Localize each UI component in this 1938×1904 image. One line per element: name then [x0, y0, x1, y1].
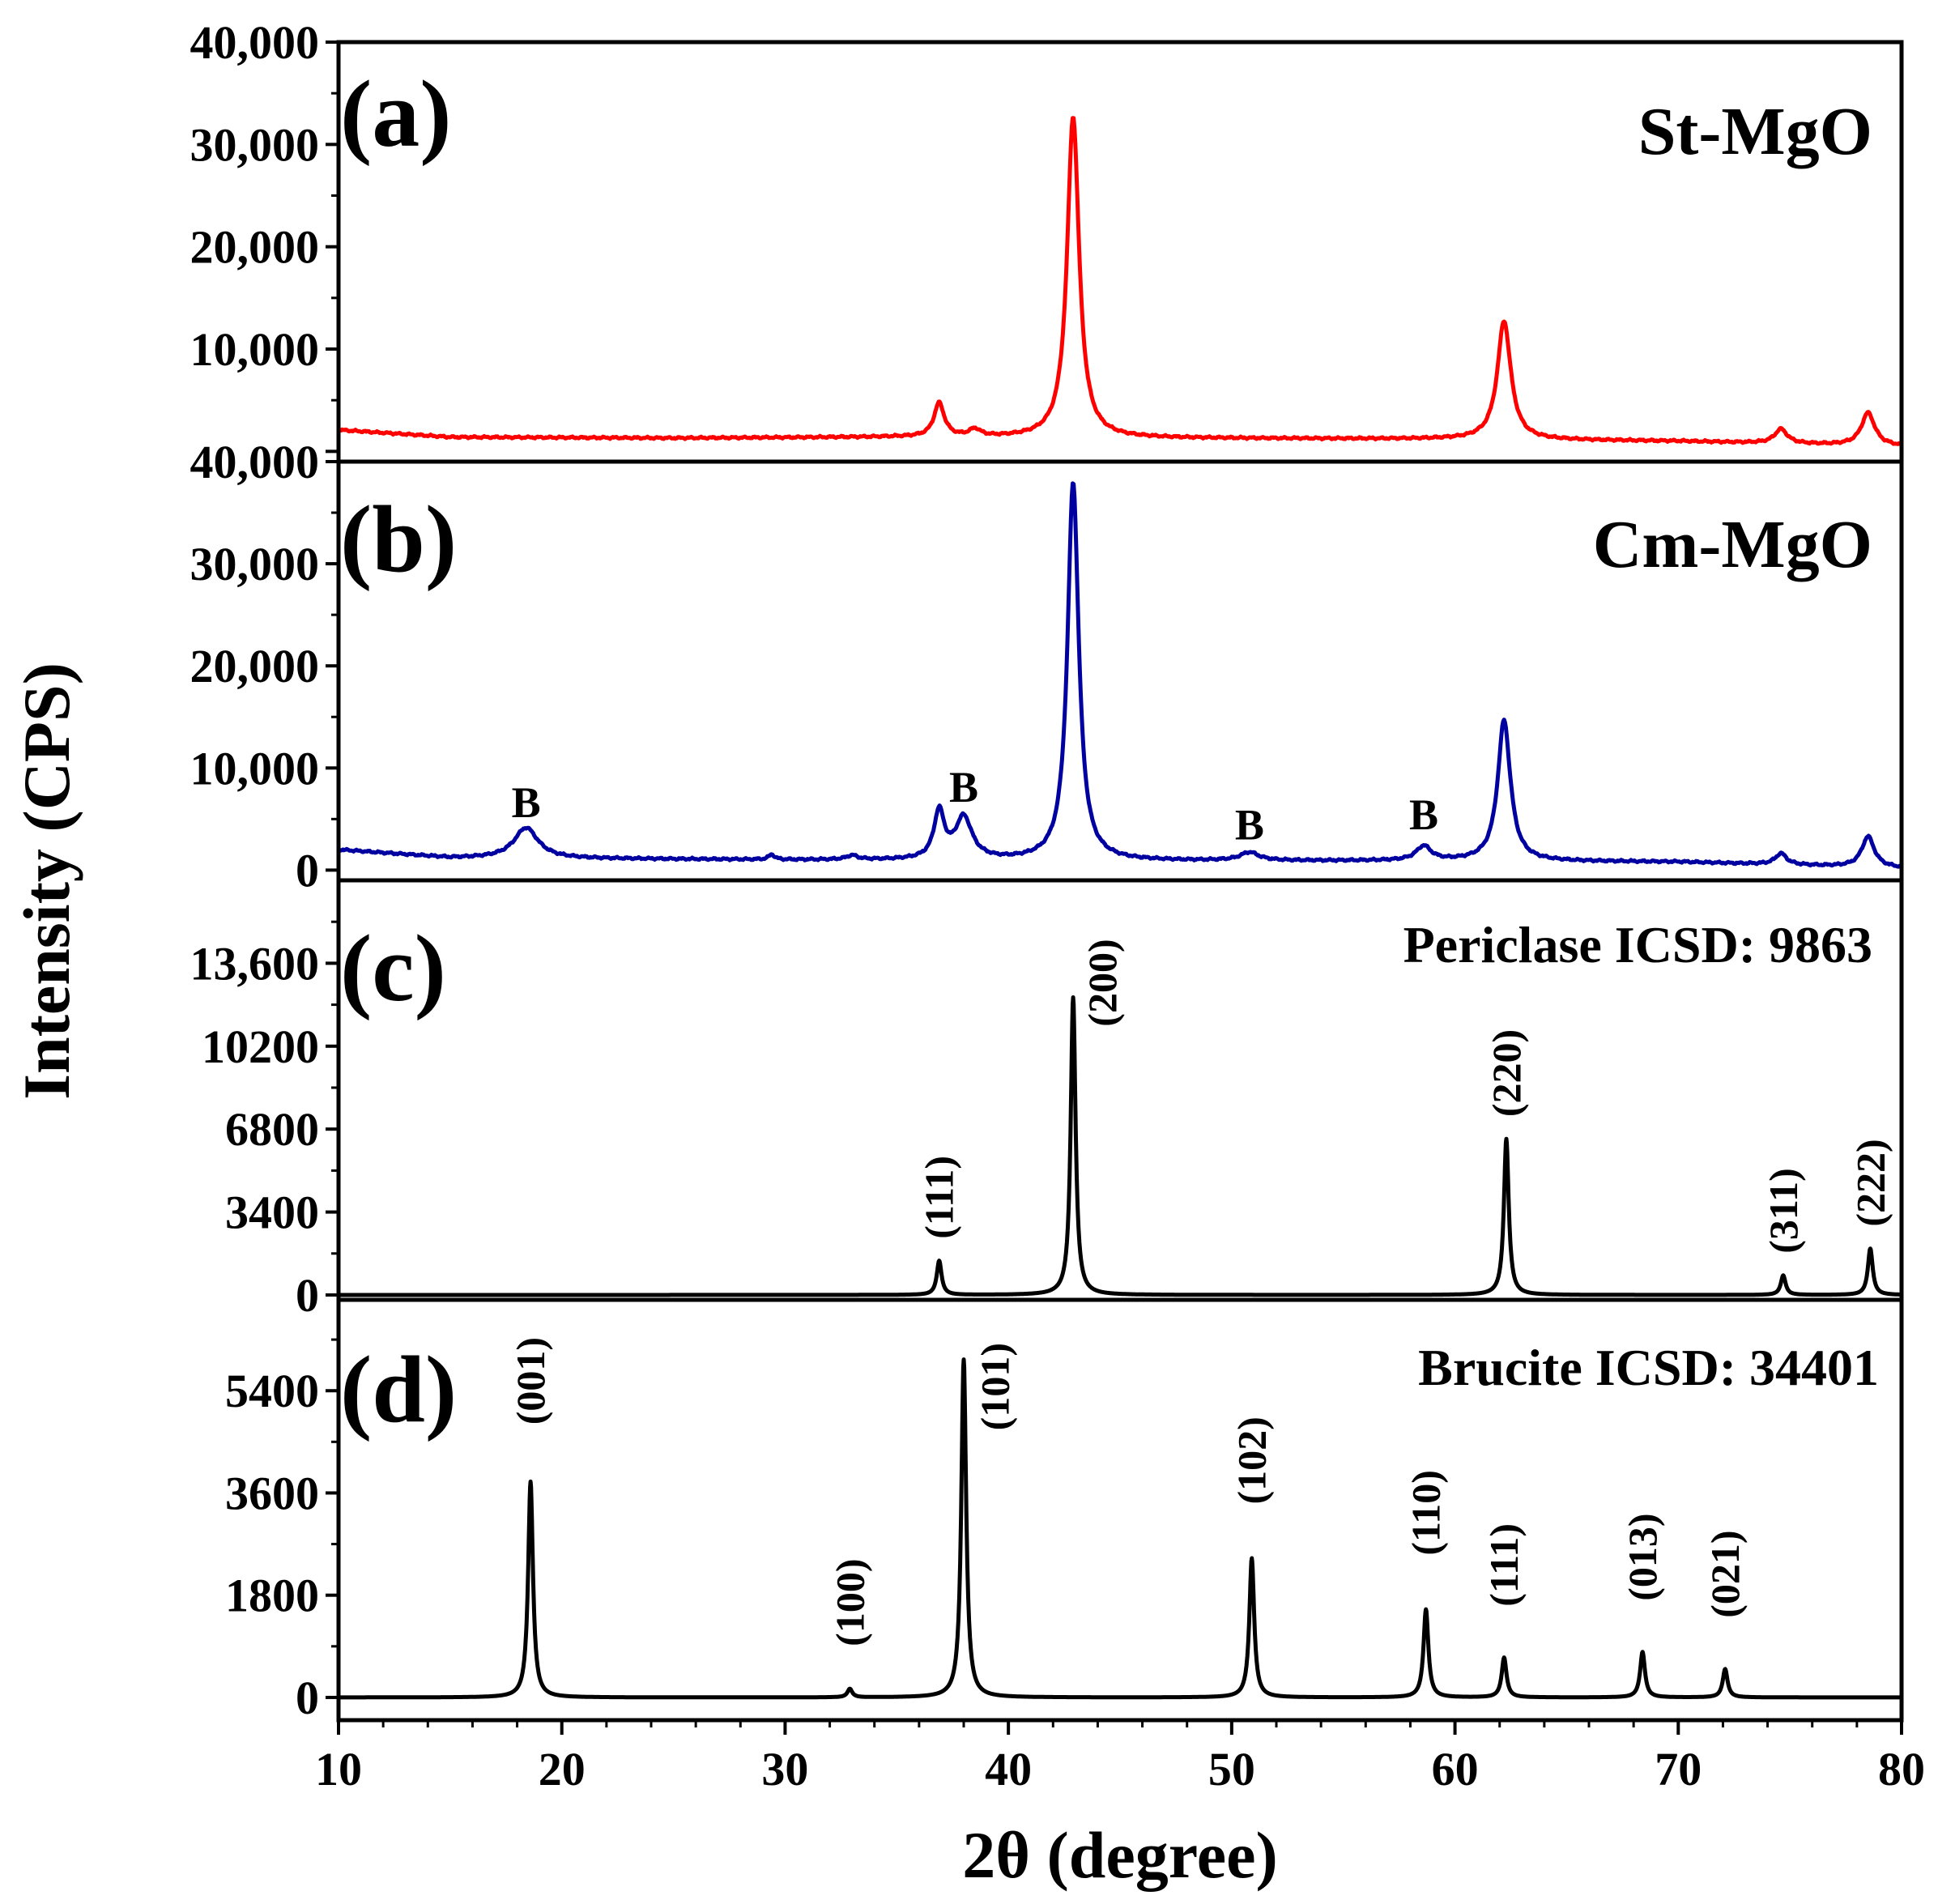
- panel-title-d: Brucite ICSD: 34401: [1418, 1339, 1879, 1396]
- y-tick-label-d-2: 3600: [225, 1467, 319, 1519]
- peak-label-c-0: (111): [917, 1156, 962, 1239]
- peak-label-c-2: (220): [1484, 1029, 1529, 1117]
- peak-label-d-5: (111): [1481, 1523, 1527, 1607]
- x-tick-label-4: 50: [1208, 1743, 1255, 1795]
- peak-label-c-3: (311): [1761, 1168, 1806, 1254]
- panel-label-c: (c): [340, 915, 446, 1021]
- peak-label-d-6: (013): [1620, 1513, 1665, 1600]
- peak-label-c-1: (200): [1080, 939, 1125, 1026]
- x-tick-label-3: 40: [985, 1743, 1032, 1795]
- panel-d: [326, 1338, 1903, 1700]
- panel-b: [326, 460, 1903, 872]
- x-tick-label-2: 30: [761, 1743, 808, 1795]
- x-tick-label-5: 60: [1432, 1743, 1479, 1795]
- series-line-c: [337, 995, 1903, 1297]
- peak-label-d-3: (102): [1229, 1416, 1275, 1504]
- peak-label-d-7: (021): [1702, 1530, 1748, 1617]
- peak-label-d-0: (001): [508, 1337, 553, 1425]
- peak-label-d-2: (101): [973, 1343, 1018, 1430]
- y-tick-label-b-1: 10,000: [190, 742, 320, 794]
- series-line-a: [337, 116, 1904, 446]
- peak-label-c-4: (222): [1847, 1139, 1893, 1226]
- y-tick-label-b-2: 20,000: [190, 640, 320, 692]
- panel-label-d: (d): [340, 1336, 457, 1442]
- panel-title-a: St-MgO: [1638, 94, 1872, 169]
- y-tick-label-a-1: 10,000: [190, 323, 320, 376]
- peak-marker-b-1: B: [949, 763, 978, 811]
- y-tick-label-c-1: 3400: [225, 1186, 319, 1239]
- series-line-b: [337, 481, 1903, 869]
- x-tick-label-1: 20: [539, 1743, 586, 1795]
- peak-marker-b-2: B: [1235, 801, 1264, 850]
- y-tick-label-c-3: 10200: [202, 1020, 319, 1073]
- y-tick-label-c-0: 0: [296, 1269, 319, 1322]
- y-tick-label-a-4: 40,000: [190, 16, 320, 69]
- y-tick-label-a-3: 30,000: [190, 118, 320, 171]
- y-axis-title: Intensity (CPS): [10, 662, 83, 1100]
- peak-label-d-1: (100): [827, 1559, 872, 1646]
- panel-title-c: Periclase ICSD: 9863: [1403, 916, 1872, 973]
- x-axis-title: 2θ (degree): [962, 1818, 1278, 1892]
- x-tick-label-7: 80: [1878, 1743, 1925, 1795]
- y-tick-label-a-2: 20,000: [190, 221, 320, 274]
- y-tick-label-d-1: 1800: [225, 1570, 319, 1622]
- y-tick-label-d-3: 5400: [225, 1365, 319, 1417]
- x-tick-label-6: 70: [1655, 1743, 1702, 1795]
- peak-marker-b-3: B: [1409, 790, 1438, 839]
- panel-title-b: Cm-MgO: [1593, 507, 1872, 582]
- panel-label-a: (a): [340, 61, 452, 167]
- y-tick-label-c-2: 6800: [225, 1103, 319, 1156]
- peak-label-d-4: (110): [1403, 1470, 1449, 1556]
- y-tick-label-b-3: 30,000: [190, 538, 320, 590]
- panel-label-b: (b): [340, 486, 457, 592]
- peak-marker-b-0: B: [512, 778, 541, 827]
- y-tick-label-c-4: 13,600: [190, 937, 320, 990]
- panel-a: [326, 40, 1904, 454]
- y-tick-label-d-0: 0: [296, 1672, 319, 1724]
- x-tick-label-0: 10: [315, 1743, 362, 1795]
- series-line-d: [337, 1357, 1903, 1700]
- y-tick-label-b-0: 0: [296, 844, 319, 897]
- y-tick-label-b-4: 40,000: [190, 436, 320, 488]
